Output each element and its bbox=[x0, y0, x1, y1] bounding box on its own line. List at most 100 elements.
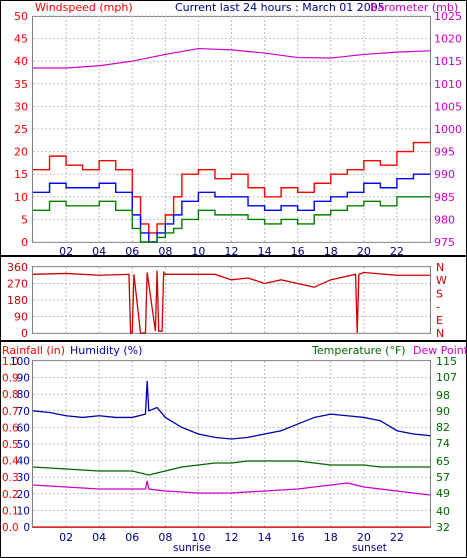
temperature-tick-label: 40 bbox=[436, 505, 450, 518]
hour-tick-label: 02 bbox=[59, 245, 73, 258]
wind-tick-label: 10 bbox=[14, 191, 28, 204]
humidity-tick-label: 0 bbox=[23, 522, 30, 534]
wind-tick-label: 0 bbox=[21, 236, 28, 249]
bottom-hour-ticks: 02 04 06 08 10 12 14 16 18 20 22 bbox=[59, 531, 404, 544]
temperature-tick-label: 98 bbox=[436, 389, 450, 402]
hour-tick-label: 06 bbox=[125, 245, 139, 258]
chart-title: Current last 24 hours : March 01 2005 bbox=[175, 1, 385, 14]
wind-tick-label: 50 bbox=[14, 10, 28, 23]
direction-tick-label: 0 bbox=[21, 327, 28, 340]
humidity-series bbox=[32, 380, 431, 528]
direction-tick-label: 360 bbox=[7, 261, 28, 274]
temperature-tick-label: 82 bbox=[436, 421, 450, 434]
barometer-tick-label: 995 bbox=[434, 146, 455, 159]
humidity-label: Humidity (%) bbox=[70, 344, 142, 357]
temperature-tick-label: 57 bbox=[436, 471, 450, 484]
wind-grid bbox=[33, 15, 430, 243]
hour-tick-label: 08 bbox=[158, 245, 172, 258]
barometer-tick-label: 975 bbox=[434, 236, 455, 249]
rainfall-tick-label: 0.7 bbox=[2, 406, 19, 418]
hour-tick-label: 12 bbox=[225, 245, 239, 258]
temperature-tick-label: 115 bbox=[436, 355, 457, 368]
rainfall-label: Rainfall (in) bbox=[2, 344, 65, 357]
humidity-tick-label: 80 bbox=[17, 389, 30, 401]
compass-label: W bbox=[436, 274, 447, 287]
direction-tick-label: 270 bbox=[7, 278, 28, 291]
humidity-tick-label: 50 bbox=[17, 439, 30, 451]
sunset-label-bottom: sunset bbox=[352, 542, 387, 554]
barometer-tick-label: 1015 bbox=[434, 55, 462, 68]
rainfall-tick-label: 0.2 bbox=[2, 489, 19, 501]
rainfall-tick-label: 0.6 bbox=[2, 422, 19, 434]
direction-tick-label: 180 bbox=[7, 294, 28, 307]
temperature-axis-ticks: 32 40 49 57 65 74 82 90 98 107 115 bbox=[436, 355, 457, 534]
rainfall-tick-label: 0.3 bbox=[2, 472, 19, 484]
direction-line bbox=[32, 270, 430, 334]
rainfall-axis-ticks: 0.0 0.1 0.2 0.3 0.4 0.5 0.6 0.7 0.8 0.9 1.0 bbox=[2, 356, 19, 534]
hour-tick-label: 08 bbox=[158, 531, 172, 544]
wind-tick-label: 5 bbox=[21, 213, 28, 226]
hour-tick-label: 10 bbox=[191, 245, 205, 258]
hour-tick-label: 06 bbox=[125, 531, 139, 544]
rainfall-tick-label: 0.9 bbox=[2, 373, 19, 385]
temperature-tick-label: 90 bbox=[436, 405, 450, 418]
top-hour-ticks: 02 04 06 08 10 12 14 16 18 20 22 bbox=[59, 245, 404, 258]
barometer-tick-label: 990 bbox=[434, 168, 455, 181]
hour-tick-label: 20 bbox=[357, 245, 371, 258]
humidity-axis-ticks: 0 10 20 30 40 50 60 70 80 90 100 bbox=[10, 356, 30, 534]
direction-tick-label: 90 bbox=[14, 311, 28, 324]
rainfall-tick-label: 0.0 bbox=[2, 522, 19, 534]
rainfall-tick-label: 0.1 bbox=[2, 505, 19, 517]
temperature-tick-label: 32 bbox=[436, 521, 450, 534]
barometer-label: Barometer (mb) bbox=[370, 1, 458, 14]
barometer-tick-label: 980 bbox=[434, 213, 455, 226]
bottom-series-line-2 bbox=[32, 480, 431, 496]
barometer-tick-label: 985 bbox=[434, 191, 455, 204]
humidity-tick-label: 40 bbox=[17, 456, 30, 468]
barometer-line bbox=[33, 47, 431, 69]
wind-axis-ticks: 0 5 10 15 20 25 30 35 40 45 50 bbox=[14, 10, 28, 249]
compass-label: N bbox=[436, 327, 444, 340]
wind-tick-label: 40 bbox=[14, 55, 28, 68]
temperature-label: Temperature (°F) bbox=[311, 344, 406, 357]
hour-tick-label: 20 bbox=[357, 531, 371, 544]
direction-series bbox=[32, 270, 430, 334]
barometer-axis-ticks: 975 980 985 990 995 1000 1005 1010 1015 1020 1025 bbox=[434, 10, 462, 249]
humidity-tick-label: 100 bbox=[10, 356, 30, 368]
rainfall-tick-label: 0.4 bbox=[2, 456, 19, 468]
temperature-tick-label: 49 bbox=[436, 487, 450, 500]
hour-tick-label: 22 bbox=[390, 531, 404, 544]
barometer-tick-label: 1020 bbox=[434, 33, 462, 46]
hour-tick-label: 16 bbox=[291, 245, 305, 258]
humidity-tick-label: 20 bbox=[17, 489, 30, 501]
wind-series-line-2 bbox=[33, 196, 430, 243]
compass-label: N bbox=[436, 261, 444, 274]
hour-tick-label: 14 bbox=[258, 245, 272, 258]
wind-tick-label: 20 bbox=[14, 146, 28, 159]
windspeed-label: Windspeed (mph) bbox=[35, 1, 133, 14]
compass-label: E bbox=[436, 314, 443, 327]
hour-tick-label: 22 bbox=[390, 245, 404, 258]
dew-point-label: Dew Point bbox=[413, 344, 467, 357]
bottom-series-line-0 bbox=[32, 380, 431, 440]
hour-tick-label: 18 bbox=[324, 531, 338, 544]
compass-label: - bbox=[436, 301, 440, 314]
hour-tick-label: 04 bbox=[92, 531, 106, 544]
wind-series-line-1 bbox=[33, 173, 430, 243]
rainfall-tick-label: 1.0 bbox=[2, 356, 19, 368]
wind-series-line-0 bbox=[33, 141, 430, 234]
wind-series bbox=[33, 47, 431, 243]
wind-tick-label: 45 bbox=[14, 33, 28, 46]
wind-tick-label: 15 bbox=[14, 168, 28, 181]
hour-tick-label: 18 bbox=[324, 245, 338, 258]
barometer-tick-label: 1025 bbox=[434, 10, 462, 23]
humidity-tick-label: 70 bbox=[17, 406, 30, 418]
temperature-tick-label: 65 bbox=[436, 455, 450, 468]
humidity-tick-label: 90 bbox=[17, 373, 30, 385]
wind-tick-label: 30 bbox=[14, 100, 28, 113]
barometer-tick-label: 1010 bbox=[434, 78, 462, 91]
hour-tick-label: 14 bbox=[258, 531, 272, 544]
compass-label: S bbox=[436, 287, 443, 300]
